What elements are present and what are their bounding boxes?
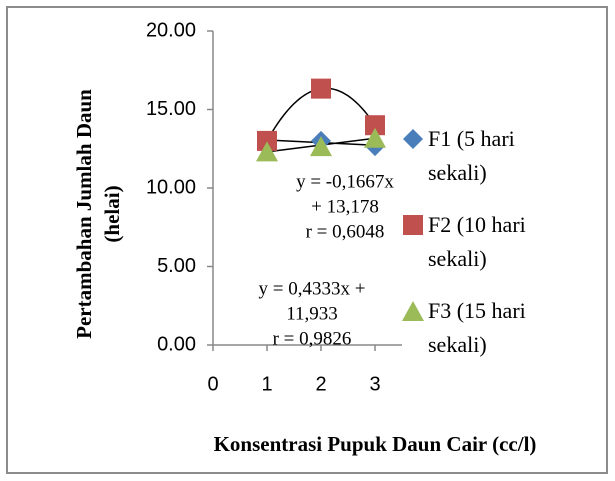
x-tick-label: 1	[261, 373, 272, 395]
trendline-equation: 11,933	[286, 303, 338, 324]
x-axis-title: Konsentrasi Pupuk Daun Cair (cc/l)	[214, 432, 537, 456]
data-point	[256, 141, 278, 162]
data-point	[310, 136, 332, 157]
y-tick-label: 0.00	[157, 333, 196, 355]
trendline-equation: y = -0,1667x	[296, 171, 394, 192]
data-point	[365, 115, 385, 136]
x-tick-label: 2	[315, 373, 326, 395]
legend-label: F1 (5 hari sekali)	[428, 126, 515, 185]
legend-label: F3 (15 hari sekali)	[428, 298, 526, 357]
x-tick-label: 0	[207, 373, 218, 395]
data-point	[311, 78, 331, 99]
y-axis-title: Pertambahan Jumlah Daun (helai)	[72, 89, 124, 339]
trendline-equation: r = 0,6048	[306, 221, 385, 242]
trendline-equation: y = 0,4333x +	[259, 278, 366, 299]
legend-marker	[403, 129, 423, 149]
y-tick-label: 15.00	[146, 98, 196, 120]
y-tick-label: 5.00	[157, 255, 196, 277]
data-point	[364, 127, 386, 148]
data-point	[257, 130, 277, 151]
trendline-equation: r = 0,9826	[273, 328, 352, 349]
legend-marker	[403, 215, 423, 235]
x-tick-label: 3	[369, 373, 380, 395]
trendline-equation: + 13,178	[311, 196, 379, 217]
legend-label: F2 (10 hari sekali)	[428, 212, 526, 271]
y-tick-label: 10.00	[146, 176, 196, 198]
legend-marker	[402, 301, 424, 321]
y-tick-label: 20.00	[146, 19, 196, 41]
frame	[6, 6, 608, 474]
